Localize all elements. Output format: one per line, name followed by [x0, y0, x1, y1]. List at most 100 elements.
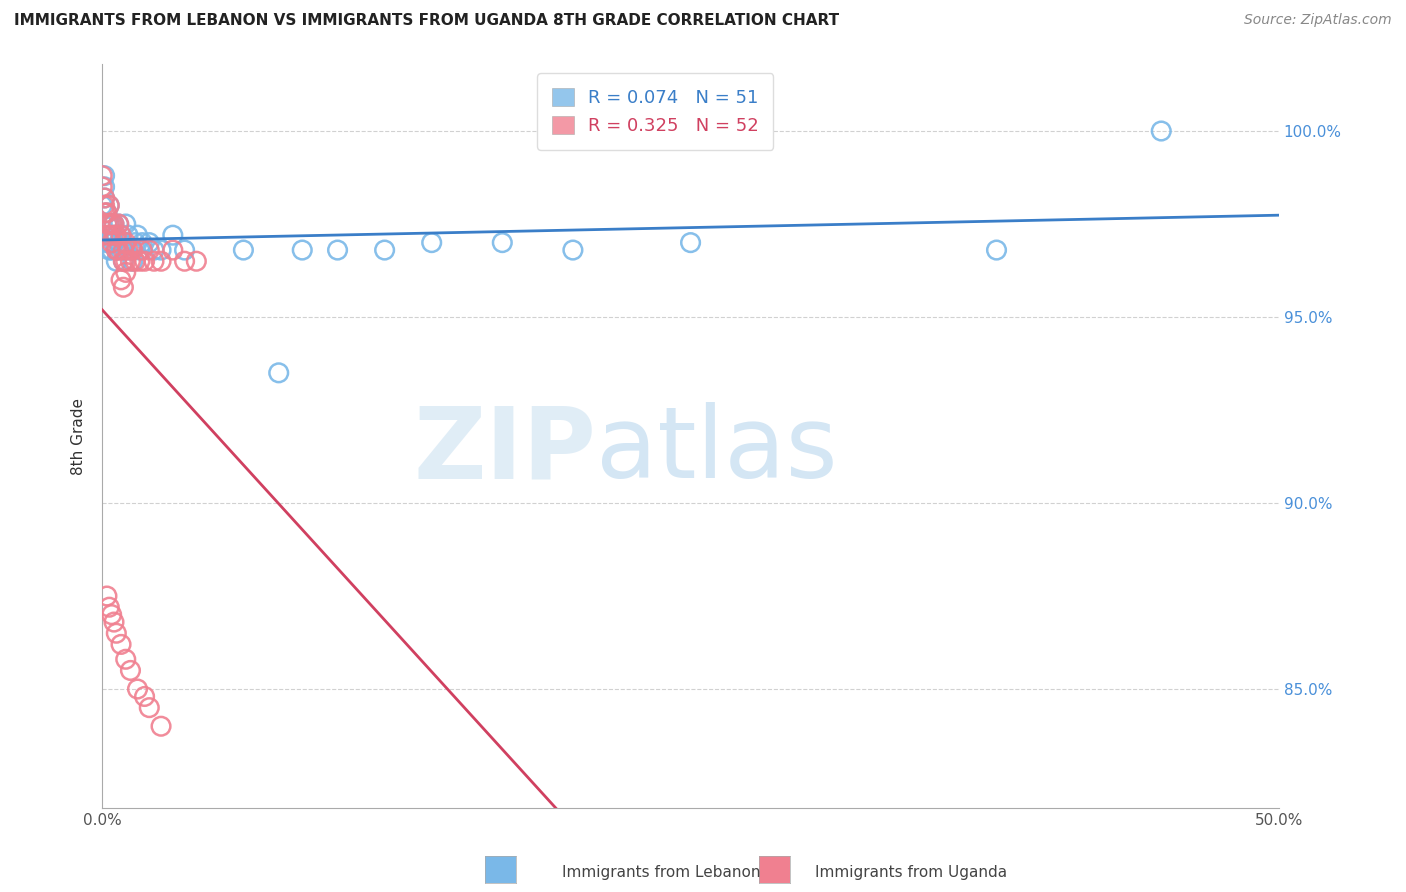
Point [96, 206, 118, 220]
Point [128, 243, 150, 257]
Point [114, 265, 136, 279]
Point [110, 228, 132, 243]
Y-axis label: 8th Grade: 8th Grade [72, 398, 86, 475]
Point [103, 615, 125, 629]
Point [112, 254, 135, 268]
Point [112, 254, 135, 268]
Point [98, 217, 121, 231]
Point [114, 235, 136, 250]
Point [679, 235, 702, 250]
Point [93, 191, 115, 205]
Point [124, 235, 146, 250]
Point [491, 235, 513, 250]
Point [103, 217, 125, 231]
Point [374, 243, 396, 257]
Point [112, 280, 135, 294]
Point [134, 254, 156, 268]
Point [100, 217, 122, 231]
Point [103, 235, 125, 250]
Point [114, 243, 136, 257]
Point [143, 254, 166, 268]
Point [98, 243, 121, 257]
Point [107, 217, 129, 231]
Point [110, 273, 132, 287]
Point [98, 228, 121, 243]
Legend: R = 0.074   N = 51, R = 0.325   N = 52: R = 0.074 N = 51, R = 0.325 N = 52 [537, 73, 773, 150]
Point [420, 235, 443, 250]
Point [96, 206, 118, 220]
Point [326, 243, 349, 257]
Point [93, 179, 115, 194]
Point [96, 217, 118, 231]
Point [93, 169, 115, 183]
Point [114, 254, 136, 268]
Point [150, 719, 173, 733]
Point [110, 243, 132, 257]
Point [105, 228, 128, 243]
Point [561, 243, 583, 257]
Point [98, 198, 121, 212]
Point [96, 228, 118, 243]
Text: atlas: atlas [596, 402, 838, 500]
Point [91, 169, 114, 183]
Point [105, 243, 128, 257]
Point [105, 626, 128, 640]
Point [98, 217, 121, 231]
Point [128, 254, 150, 268]
Point [107, 235, 129, 250]
Point [162, 243, 184, 257]
Point [91, 179, 114, 194]
Point [114, 652, 136, 666]
Text: Immigrants from Uganda: Immigrants from Uganda [815, 865, 1008, 880]
Point [120, 664, 142, 678]
Point [121, 254, 143, 268]
Point [120, 243, 142, 257]
Point [100, 235, 122, 250]
Point [986, 243, 1008, 257]
Point [1150, 124, 1173, 138]
Point [138, 235, 160, 250]
Point [127, 228, 149, 243]
Point [91, 198, 114, 212]
Point [96, 235, 118, 250]
Point [131, 235, 153, 250]
Point [96, 217, 118, 231]
Point [124, 254, 146, 268]
Point [96, 589, 118, 603]
Point [112, 235, 135, 250]
Point [150, 243, 173, 257]
Point [98, 198, 121, 212]
Point [105, 243, 128, 257]
Point [93, 206, 115, 220]
Point [267, 366, 290, 380]
Point [107, 217, 129, 231]
Point [110, 228, 132, 243]
Text: ZIP: ZIP [413, 402, 596, 500]
Text: Immigrants from Lebanon: Immigrants from Lebanon [562, 865, 761, 880]
Point [100, 228, 122, 243]
Point [103, 217, 125, 231]
Point [143, 243, 166, 257]
Point [232, 243, 254, 257]
Point [121, 243, 143, 257]
Point [105, 228, 128, 243]
Point [100, 217, 122, 231]
Point [98, 235, 121, 250]
Point [112, 243, 135, 257]
Point [120, 254, 142, 268]
Point [105, 254, 128, 268]
Point [127, 681, 149, 696]
Point [186, 254, 208, 268]
Point [93, 191, 115, 205]
Point [131, 243, 153, 257]
Point [162, 228, 184, 243]
Text: Source: ZipAtlas.com: Source: ZipAtlas.com [1244, 13, 1392, 28]
Point [100, 607, 122, 622]
Point [134, 690, 156, 704]
Point [138, 700, 160, 714]
Point [173, 254, 195, 268]
Text: IMMIGRANTS FROM LEBANON VS IMMIGRANTS FROM UGANDA 8TH GRADE CORRELATION CHART: IMMIGRANTS FROM LEBANON VS IMMIGRANTS FR… [14, 13, 839, 29]
Point [150, 254, 173, 268]
Point [98, 600, 121, 615]
Point [291, 243, 314, 257]
